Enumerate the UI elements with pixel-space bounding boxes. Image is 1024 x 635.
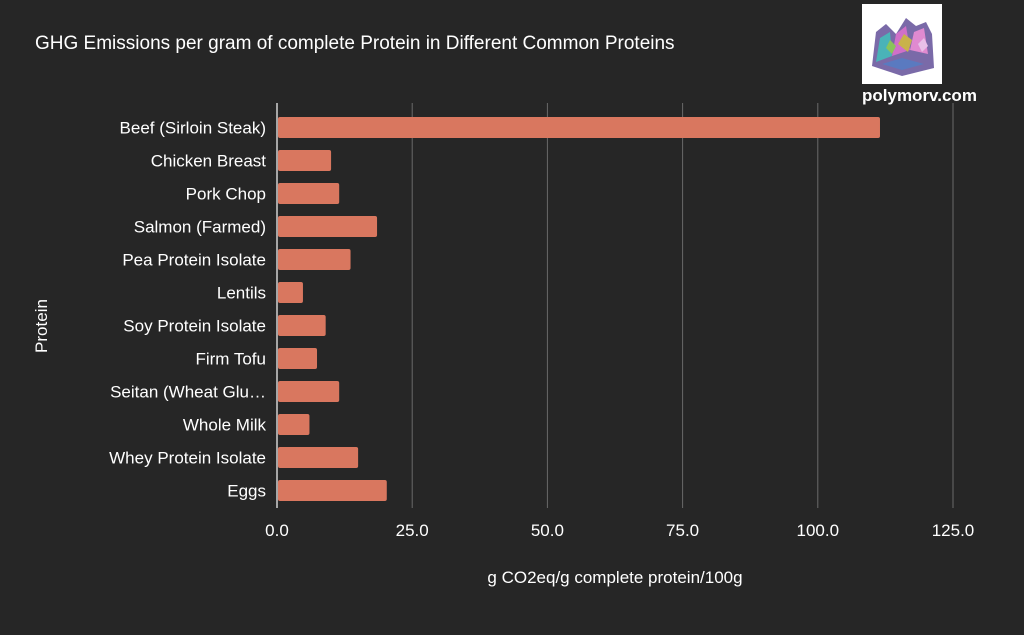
category-label: Firm Tofu	[195, 350, 266, 369]
bar[interactable]	[278, 249, 351, 270]
bismuth-crystal-icon	[862, 4, 942, 84]
bars	[278, 117, 880, 501]
category-label: Whole Milk	[183, 416, 267, 435]
bar[interactable]	[278, 282, 303, 303]
x-tick-label: 50.0	[531, 521, 564, 540]
category-label: Lentils	[217, 284, 266, 303]
category-label: Soy Protein Isolate	[123, 317, 266, 336]
x-tick-label: 100.0	[797, 521, 840, 540]
x-tick-labels: 0.0 25.0 50.0 75.0 100.0 125.0	[265, 521, 974, 540]
grid-lines	[276, 103, 954, 508]
category-label: Eggs	[227, 482, 266, 501]
category-label: Beef (Sirloin Steak)	[120, 119, 266, 138]
bar[interactable]	[278, 315, 326, 336]
category-labels: Beef (Sirloin Steak) Chicken Breast Pork C…	[109, 119, 266, 501]
bar[interactable]	[278, 447, 359, 468]
x-tick-label: 125.0	[932, 521, 975, 540]
bar[interactable]	[278, 216, 378, 237]
category-label: Pork Chop	[186, 185, 266, 204]
bar[interactable]	[278, 183, 340, 204]
bar[interactable]	[278, 480, 387, 501]
x-tick-label: 75.0	[666, 521, 699, 540]
x-axis-label: g CO2eq/g complete protein/100g	[487, 568, 742, 587]
bar[interactable]	[278, 381, 340, 402]
brand-text: polymorv.com	[862, 86, 977, 105]
bar[interactable]	[278, 348, 318, 369]
x-tick-label: 0.0	[265, 521, 289, 540]
x-tick-label: 25.0	[396, 521, 429, 540]
category-label: Pea Protein Isolate	[122, 251, 266, 270]
bar[interactable]	[278, 150, 332, 171]
y-axis-label: Protein	[32, 299, 51, 353]
category-label: Chicken Breast	[151, 152, 267, 171]
category-label: Seitan (Wheat Glu…	[110, 383, 266, 402]
chart-title: GHG Emissions per gram of complete Prote…	[35, 33, 675, 54]
bar[interactable]	[278, 414, 310, 435]
bar[interactable]	[278, 117, 880, 138]
category-label: Whey Protein Isolate	[109, 449, 266, 468]
category-label: Salmon (Farmed)	[134, 218, 266, 237]
